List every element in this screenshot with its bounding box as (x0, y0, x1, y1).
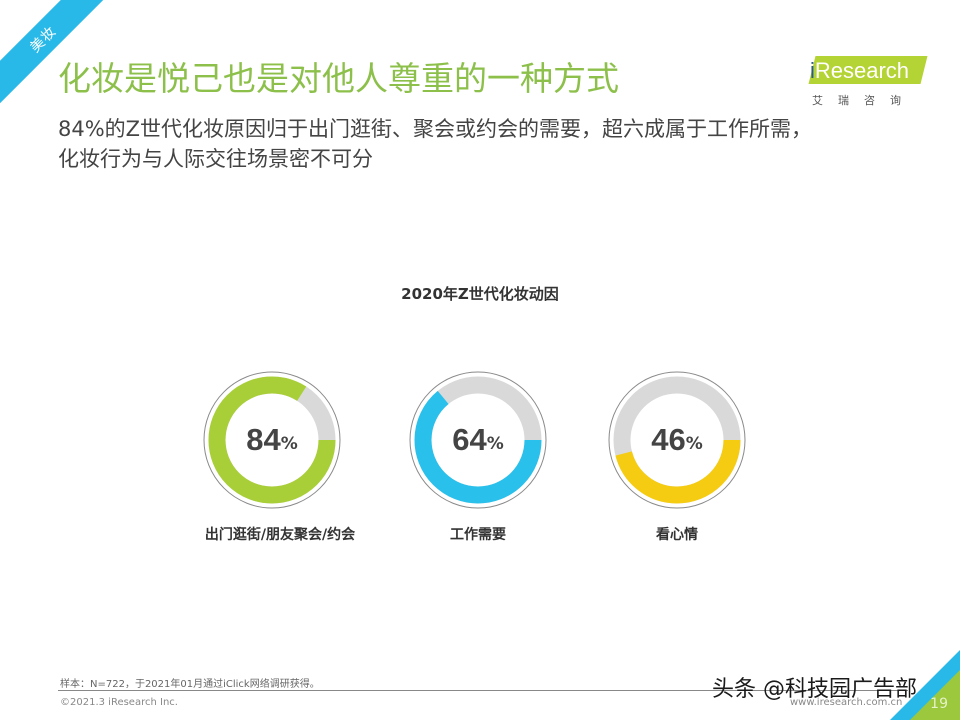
category-label: 美妆 (27, 23, 60, 56)
donut-value: 84% (202, 370, 342, 510)
watermark: 头条 @科技园广告部 (712, 677, 917, 702)
value-number: 46 (651, 422, 686, 457)
value-unit: % (486, 434, 504, 454)
sample-note: 样本：N=722，于2021年01月通过iClick网络调研获得。 (60, 679, 320, 690)
page-subtitle: 84%的Z世代化妆原因归于出门逛街、聚会或约会的需要，超六成属于工作所需， 化妆… (58, 114, 938, 174)
donut-label-outing: 出门逛街/朋友聚会/约会 (204, 527, 356, 543)
donut-chart-work: 64% (408, 370, 548, 510)
page-title: 化妆是悦己也是对他人尊重的一种方式 (58, 59, 619, 98)
value-number: 64 (452, 422, 487, 457)
copyright: ©2021.3 iResearch Inc. (60, 697, 178, 708)
donut-chart-mood: 46% (607, 370, 747, 510)
page-number: 19 (930, 696, 948, 712)
donut-chart-outing: 84% (202, 370, 342, 510)
donut-ring (409, 371, 547, 509)
logo-wordmark: iResearch (810, 58, 909, 84)
iresearch-logo: iResearch 艾瑞咨询 (790, 52, 930, 112)
subtitle-line-2: 化妆行为与人际交往场景密不可分 (58, 147, 373, 171)
subtitle-line-1: 84%的Z世代化妆原因归于出门逛街、聚会或约会的需要，超六成属于工作所需， (58, 117, 813, 141)
donut-value: 64% (408, 370, 548, 510)
value-unit: % (685, 434, 703, 454)
value-unit: % (280, 434, 298, 454)
footer-divider (58, 690, 908, 691)
donut-label-work: 工作需要 (450, 527, 506, 543)
donut-ring (608, 371, 746, 509)
website-link[interactable]: www.iresearch.com.cn (790, 697, 903, 708)
logo-chinese-name: 艾瑞咨询 (812, 94, 916, 107)
value-number: 84 (246, 422, 281, 457)
logo-research: Research (814, 58, 910, 83)
donut-label-mood: 看心情 (656, 527, 698, 543)
corner-triangle-green (910, 670, 960, 720)
logo-i: i (810, 58, 815, 83)
donut-ring (203, 371, 341, 509)
donut-value: 46% (607, 370, 747, 510)
chart-title: 2020年Z世代化妆动因 (401, 285, 559, 303)
